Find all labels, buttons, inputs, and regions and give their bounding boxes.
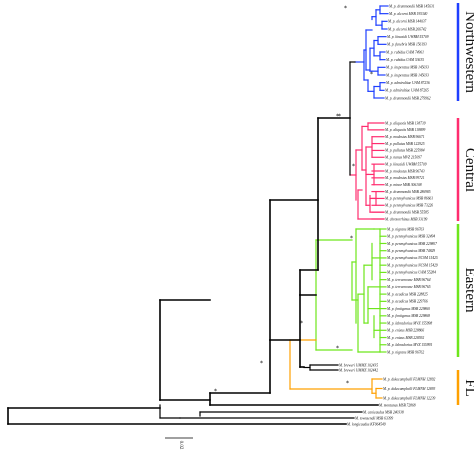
tip-label: M. p. aliquotis MSB 118899	[384, 128, 425, 132]
tip-label: M. p. kincaidi UWBM 55709	[384, 162, 427, 166]
clade-label-fl: FL	[462, 379, 474, 397]
tip-label: M. montanus MSB 72868	[378, 403, 416, 407]
tip-label: M. townsendii MSB 63399	[354, 416, 393, 420]
tip-label: M. p. rubidus UAM 53635	[385, 58, 424, 62]
clade-label-central: Central	[462, 148, 474, 192]
tip-label: M. breweri UMMZ 102442	[338, 368, 378, 372]
tip-label: M. p. pullatus MSB 225984	[384, 149, 425, 153]
tip-label: M. p. nigrans MSB 96763	[386, 227, 424, 231]
tip-label: M. p. modestus MSB 96671	[384, 135, 425, 139]
tip-label: M. p. labradorius MVZ 155998	[386, 321, 432, 325]
tip-label: M. p. drummondii MSB 286985	[384, 190, 431, 194]
tip-label: M. p. alcorni MSB 195340	[388, 12, 428, 16]
tip-label: M. p. enixus MSB 228592	[386, 336, 424, 340]
tip-label: M. p. pennsylvanicus MSB 86661	[384, 197, 433, 201]
tip-label: M. p. pennsylvanicus NCSM 15429	[386, 263, 438, 267]
tip-label: M. p. pennsylvanicus NCSM 15425	[386, 256, 438, 260]
tip-label: M. p. terraenovae MSB 96764	[386, 278, 431, 282]
support-marker: *	[214, 388, 217, 395]
tip-label: M. p. acadicus MSB 229766	[386, 300, 428, 304]
tip-labels: M. p. drummondii MSB 145631 M. p. alcorni…	[338, 4, 438, 426]
tip-label: M. p. terraenovae MSB 96765	[386, 285, 431, 289]
clade-central: Central	[456, 118, 474, 221]
tip-label: M. p. dukecampbelli FLMNH 12239	[382, 396, 436, 400]
tip-label: M. p. nanus MVZ 215097	[384, 156, 422, 160]
tip-label: M. p. dukecampbelli FLMNH 12892	[382, 377, 436, 381]
tip-label: M. p. rubidus UAM 74961	[385, 50, 424, 54]
support-marker: *	[346, 380, 349, 387]
support-marker: *	[350, 235, 353, 242]
tip-label: M. p. funebris MSB 156193	[386, 43, 427, 47]
tip-label: M. p. fontigenus MSB 229868	[386, 314, 430, 318]
support-marker: *	[370, 71, 373, 78]
tip-label: M. p. drummondii MSB 55585	[384, 210, 429, 214]
support-marker: *	[260, 360, 263, 367]
support-marker: *	[336, 113, 339, 120]
tip-label: M. p. pennsylvanicus MSB 32494	[386, 235, 435, 239]
tip-label: M. p. enixus MSB 228866	[386, 329, 424, 333]
tip-label: M. breweri UMMZ 102435	[338, 363, 378, 367]
tip-label: M. longicaudus KF964549	[346, 422, 386, 426]
support-markers: ***********	[214, 5, 373, 395]
scale-bar: 0.02	[165, 437, 193, 450]
clade-label-northwestern: Northwestern	[462, 11, 474, 93]
tip-label: M. p. nigrans MSB 96762	[386, 350, 424, 354]
tip-label: M. p. fontigenus MSB 229860	[386, 307, 430, 311]
tip-label: M. p. aliquotis MSB 138739	[384, 121, 426, 125]
tip-label: M. p. pennsylvanicus UAM 55284	[386, 271, 436, 275]
tip-label: M. p. admiraltiae UAM 87236	[385, 81, 430, 85]
tip-label: M. p. modestus MSB 99721	[384, 176, 425, 180]
tip-label: M. p. drummondii MSB 279962	[384, 96, 431, 100]
tip-label: M. p. pullatus MSB 122925	[384, 142, 425, 146]
clade-fl: FL	[456, 370, 474, 405]
tip-label: M. p. minor MSB 306108	[384, 183, 422, 187]
scale-bar-label: 0.02	[178, 441, 183, 450]
tree-branches	[7, 5, 389, 425]
tip-label: M. p. pennsylvanicus MSB 229807	[386, 242, 437, 246]
tip-label: M. p. kincaidi UWBM 55709	[386, 35, 429, 39]
tip-label: M. p. pennsylvanicus MSB 74829	[386, 249, 435, 253]
clade-eastern: Eastern	[456, 224, 474, 357]
tip-label: M. p. labradorius MVZ 155995	[386, 343, 432, 347]
tip-label: M. p. insperatus MSB 145033	[385, 66, 429, 70]
tip-label: M. p. alcorni MSB 144037	[387, 20, 427, 24]
tip-label: M. p. alcorni MSB 266742	[387, 27, 427, 31]
tip-label: M. p. pennsylvanicus MSB 73226	[384, 204, 433, 208]
support-marker: *	[338, 113, 341, 120]
tip-label: M. p. admiraltiae UAM 87265	[384, 89, 429, 93]
tip-label: M. p. insperatus MSB 145033	[385, 73, 429, 77]
clade-label-eastern: Eastern	[462, 268, 474, 313]
support-marker: *	[344, 5, 347, 12]
support-marker: *	[300, 320, 303, 327]
tip-label: M. chrotorrhinus MSB 33199	[384, 217, 428, 221]
tip-label: M. p. modestus MSB 96743	[384, 169, 425, 173]
tip-label: M. p. acadicus MSB 228825	[386, 292, 428, 296]
tip-label: M. canicaudus MSB 240338	[362, 410, 404, 414]
support-marker: *	[336, 345, 339, 352]
tip-label: M. p. drummondii MSB 145631	[388, 4, 435, 8]
tip-label: M. p. dukecampbelli FLMNH 12893	[382, 387, 436, 391]
clade-northwestern: Northwestern	[456, 3, 474, 101]
support-marker: *	[352, 163, 355, 170]
